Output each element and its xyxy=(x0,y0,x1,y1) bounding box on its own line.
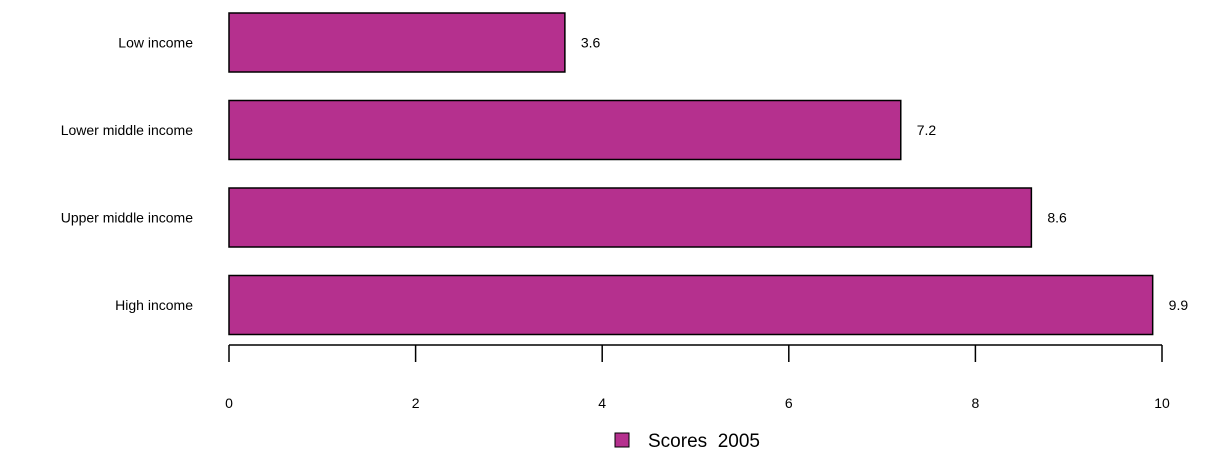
legend: Scores 2005 xyxy=(614,431,760,452)
x-tick-label-6: 6 xyxy=(785,395,793,411)
data-label-lower-middle-income: 7.2 xyxy=(917,122,937,138)
data-labels: 3.6 7.2 8.6 9.9 xyxy=(581,35,1188,314)
x-tick-label-4: 4 xyxy=(598,395,606,411)
x-tick-label-8: 8 xyxy=(972,395,980,411)
data-label-high-income: 9.9 xyxy=(1169,297,1189,313)
category-label-lower-middle-income: Lower middle income xyxy=(61,122,193,138)
category-labels: Low income Lower middle income Upper middl… xyxy=(61,35,194,314)
bar-upper-middle-income xyxy=(228,187,1033,248)
x-tick-label-10: 10 xyxy=(1154,395,1170,411)
category-label-low-income: Low income xyxy=(118,35,193,51)
x-tick-label-0: 0 xyxy=(225,395,233,411)
bar-high-income xyxy=(228,274,1154,336)
category-label-upper-middle-income: Upper middle income xyxy=(61,210,193,226)
bar-low-income xyxy=(228,12,566,73)
bars-layer xyxy=(228,12,1154,336)
x-axis: 0 2 4 6 8 10 xyxy=(225,344,1170,411)
bar-lower-middle-income xyxy=(228,99,902,161)
legend-label: Scores 2005 xyxy=(648,431,760,452)
legend-swatch xyxy=(614,432,630,448)
x-tick-label-2: 2 xyxy=(412,395,420,411)
category-label-high-income: High income xyxy=(115,297,193,313)
data-label-low-income: 3.6 xyxy=(581,35,601,51)
data-label-upper-middle-income: 8.6 xyxy=(1047,210,1067,226)
